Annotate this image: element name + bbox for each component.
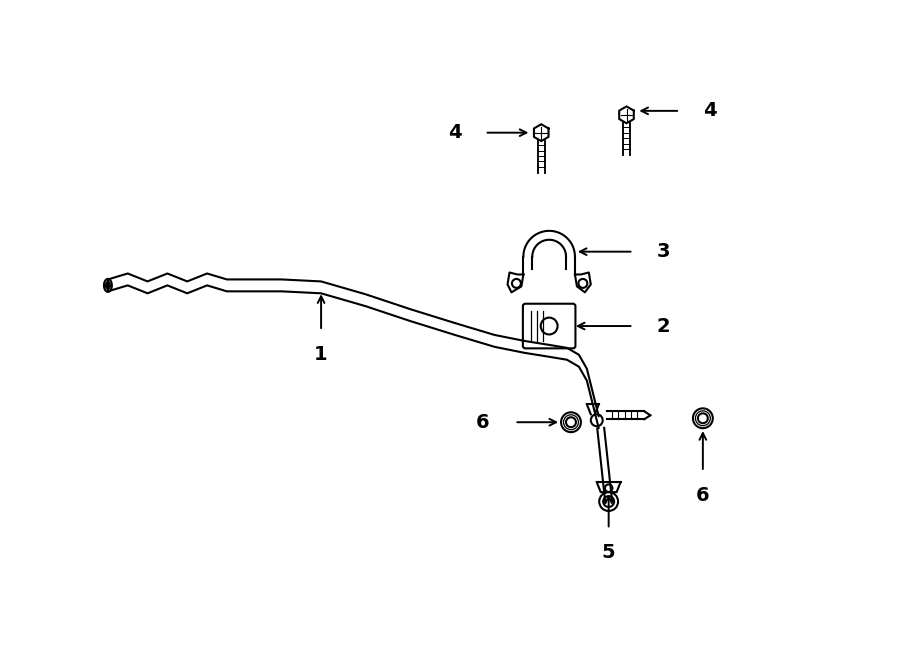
Text: 5: 5	[602, 543, 616, 563]
Text: 3: 3	[656, 242, 670, 261]
Text: 6: 6	[476, 412, 490, 432]
Text: 2: 2	[656, 317, 670, 336]
Text: 6: 6	[696, 486, 710, 505]
Text: 4: 4	[448, 123, 462, 142]
Text: 4: 4	[703, 101, 716, 120]
Text: 1: 1	[314, 345, 328, 364]
